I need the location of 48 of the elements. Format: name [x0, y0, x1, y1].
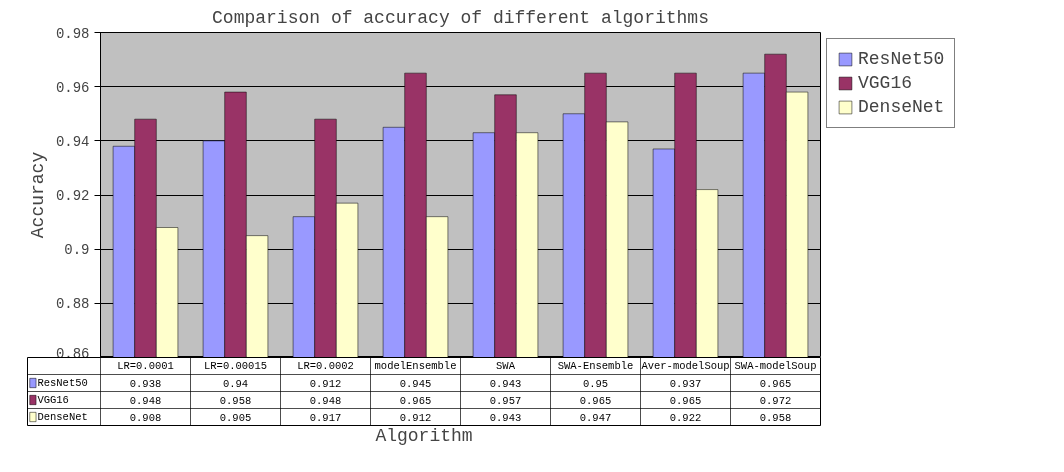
- x-tick-label: LR=0.0002: [297, 360, 354, 372]
- data-label: 0.905: [219, 411, 252, 424]
- data-label: 0.922: [669, 411, 702, 424]
- x-tick-label: LR=0.0001: [117, 360, 174, 372]
- x-tick-label: LR=0.00015: [203, 360, 268, 372]
- x-tick-label: SWA: [496, 360, 516, 372]
- legend-label: DenseNet: [858, 97, 945, 117]
- x-tick-label: SWA-modelSoup: [734, 360, 817, 372]
- data-label: 0.948: [129, 394, 162, 407]
- data-label: 0.94: [222, 377, 249, 390]
- x-tick-label: SWA-Ensemble: [557, 360, 634, 372]
- data-label: 0.938: [129, 377, 162, 390]
- data-label: 0.943: [489, 411, 522, 424]
- chart-title: Comparison of accuracy of different algorithms: [212, 7, 709, 28]
- data-label: 0.957: [489, 394, 522, 407]
- data-label: 0.937: [669, 377, 702, 390]
- y-tick-label: 0.96: [55, 79, 90, 96]
- y-tick-label: 0.9: [64, 242, 90, 259]
- y-tick-label: 0.86: [55, 345, 90, 362]
- x-tick-label: Aver-modelSoup: [641, 360, 730, 372]
- data-label: 0.965: [759, 377, 792, 390]
- y-axis-title: Accuracy: [27, 151, 48, 239]
- data-label: 0.965: [579, 394, 612, 407]
- data-label: 0.912: [309, 377, 342, 390]
- data-label: 0.972: [759, 394, 792, 407]
- text: VGG16: [37, 394, 69, 406]
- y-tick-label: 0.88: [55, 296, 90, 313]
- data-label: 0.948: [309, 394, 342, 407]
- data-label: 0.958: [219, 394, 252, 407]
- data-label: 0.965: [669, 394, 702, 407]
- data-label: 0.917: [309, 411, 342, 424]
- data-label: 0.965: [399, 394, 432, 407]
- data-label: 0.95: [582, 377, 609, 390]
- legend-label: ResNet50: [37, 377, 88, 389]
- y-tick-label: 0.92: [55, 188, 90, 204]
- data-label: 0.943: [489, 377, 522, 390]
- text: DenseNet: [37, 411, 88, 423]
- text: ResNet50: [858, 49, 945, 69]
- data-label: 0.912: [399, 411, 432, 424]
- data-label: 0.945: [399, 377, 432, 390]
- data-label: 0.908: [129, 411, 162, 424]
- y-tick-label: 0.98: [55, 25, 90, 42]
- x-tick-label: modelEnsemble: [374, 360, 457, 372]
- x-axis-title: Algorithm: [375, 425, 473, 446]
- y-tick-label: 0.94: [55, 133, 90, 150]
- data-label: 0.958: [759, 411, 792, 424]
- data-label: 0.947: [579, 411, 612, 424]
- legend-label: VGG16: [858, 73, 913, 93]
